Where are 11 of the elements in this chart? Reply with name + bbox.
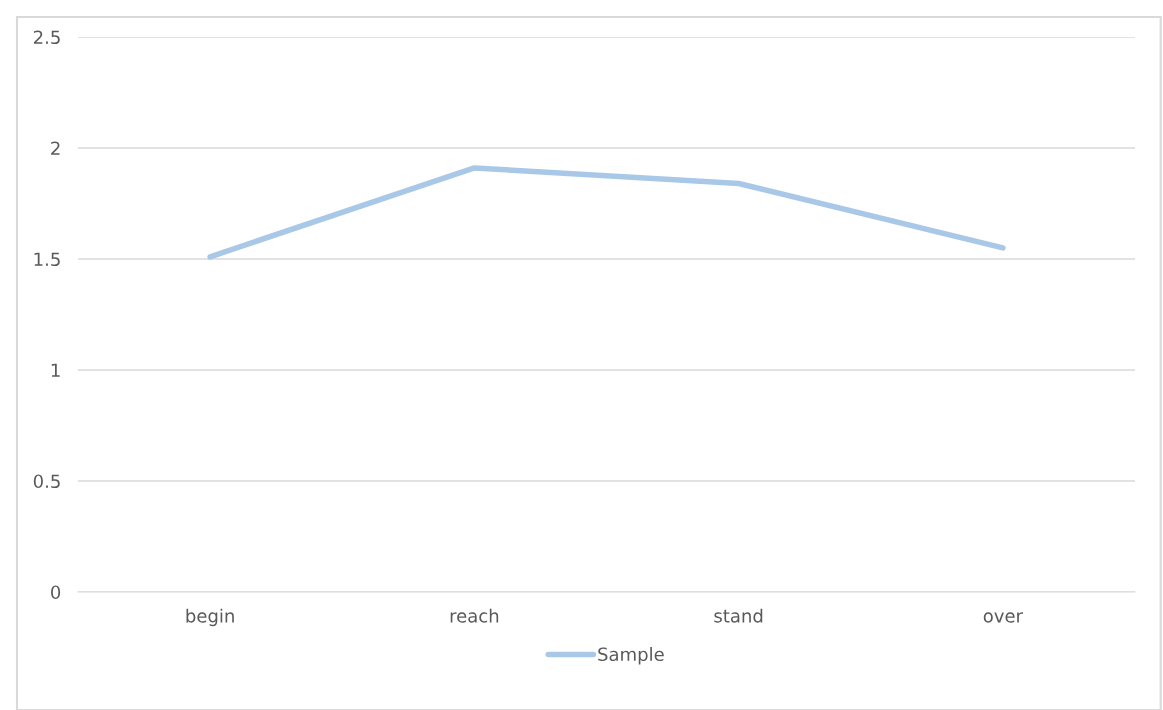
x-tick-label: begin [186, 608, 234, 627]
y-tick-label: 1.5 [34, 252, 60, 267]
x-tick-label: over [983, 612, 1023, 623]
y-tick-label: 1 [51, 363, 60, 377]
y-tick-label: 0 [51, 585, 61, 600]
x-tick-label: stand [714, 608, 763, 623]
y-tick-label: 2.5 [33, 30, 60, 45]
y-tick-label: 0.5 [33, 474, 60, 489]
x-tick-label: reach [450, 608, 499, 623]
y-tick-label: 2 [51, 141, 60, 155]
legend-label: Sample [598, 647, 664, 665]
